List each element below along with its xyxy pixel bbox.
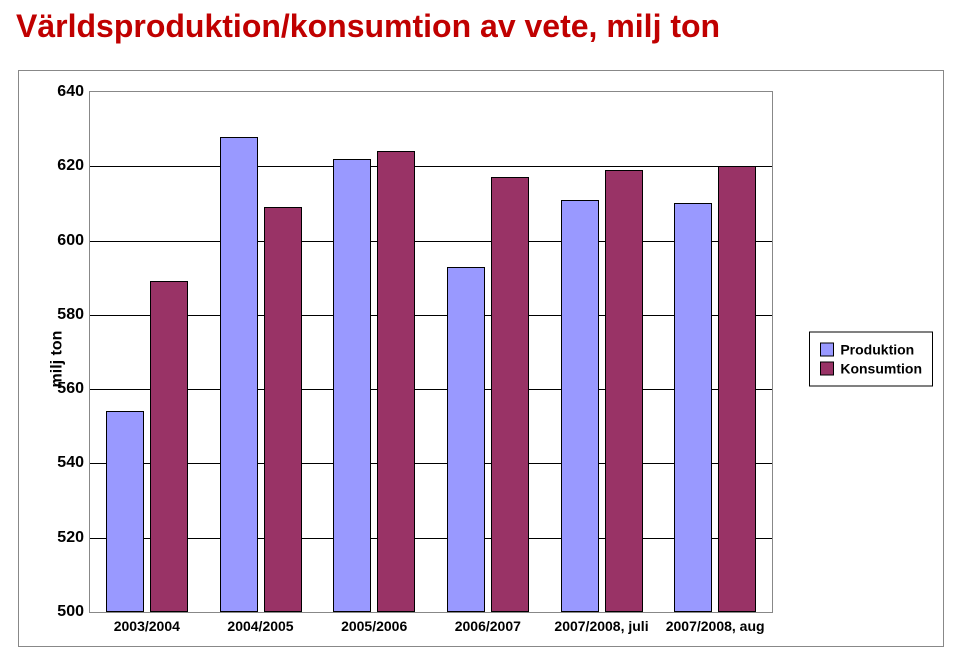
- bar-produktion: [106, 411, 144, 612]
- grid-line: [90, 241, 772, 242]
- legend-item-produktion: Produktion: [820, 341, 922, 357]
- bar-produktion: [674, 203, 712, 612]
- y-tick-label: 640: [57, 83, 84, 101]
- plot-area: 5005205405605806006206402003/20042004/20…: [89, 91, 773, 613]
- bar-produktion: [333, 159, 371, 612]
- grid-line: [90, 538, 772, 539]
- grid-line: [90, 389, 772, 390]
- page: Världsproduktion/konsumtion av vete, mil…: [0, 0, 960, 662]
- legend-item-konsumtion: Konsumtion: [820, 360, 922, 376]
- legend-label: Konsumtion: [840, 360, 922, 376]
- bar-produktion: [220, 137, 258, 612]
- x-tick-label: 2005/2006: [341, 618, 407, 634]
- legend-swatch-icon: [820, 342, 834, 356]
- y-tick-label: 620: [57, 157, 84, 175]
- chart-title: Världsproduktion/konsumtion av vete, mil…: [16, 8, 720, 45]
- bar-konsumtion: [605, 170, 643, 612]
- grid-line: [90, 166, 772, 167]
- legend-label: Produktion: [840, 341, 914, 357]
- grid-line: [90, 315, 772, 316]
- bar-produktion: [447, 267, 485, 612]
- bar-produktion: [561, 200, 599, 612]
- y-tick-label: 540: [57, 454, 84, 472]
- y-tick-label: 520: [57, 529, 84, 547]
- y-tick-label: 560: [57, 380, 84, 398]
- y-tick-label: 500: [57, 603, 84, 621]
- bar-konsumtion: [491, 177, 529, 612]
- x-tick-label: 2006/2007: [455, 618, 521, 634]
- legend: Produktion Konsumtion: [809, 331, 933, 386]
- y-axis-label: milj ton: [48, 330, 66, 387]
- bar-konsumtion: [264, 207, 302, 612]
- y-tick-label: 600: [57, 232, 84, 250]
- bar-konsumtion: [150, 281, 188, 612]
- x-tick-label: 2003/2004: [114, 618, 180, 634]
- x-tick-label: 2007/2008, juli: [554, 618, 648, 634]
- bar-konsumtion: [377, 151, 415, 612]
- chart-frame: milj ton 5005205405605806006206402003/20…: [18, 70, 944, 647]
- grid-line: [90, 463, 772, 464]
- x-tick-label: 2004/2005: [227, 618, 293, 634]
- legend-swatch-icon: [820, 361, 834, 375]
- x-tick-label: 2007/2008, aug: [666, 618, 765, 634]
- bar-konsumtion: [718, 166, 756, 612]
- y-tick-label: 580: [57, 306, 84, 324]
